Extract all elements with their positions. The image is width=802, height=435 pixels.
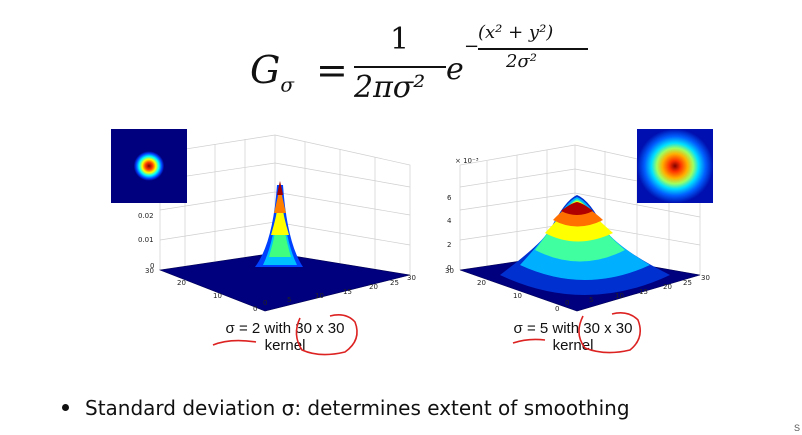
surface-floor-left (158, 252, 411, 312)
svg-text:30: 30 (701, 274, 710, 282)
svg-text:4: 4 (447, 217, 452, 225)
caption-left-line1: σ = 2 with 30 x 30 (225, 320, 345, 337)
formula-numerator: 1 (390, 22, 410, 57)
formula-exp-denominator: 2σ² (506, 51, 537, 72)
svg-text:10: 10 (615, 292, 624, 300)
svg-text:6: 6 (447, 194, 452, 202)
svg-text:30: 30 (145, 267, 154, 275)
svg-text:0.01: 0.01 (138, 236, 154, 244)
bullet-dot (62, 404, 69, 411)
surface-peak-right (500, 195, 670, 295)
x-ticks-right: 0 5 10 15 20 25 30 (565, 274, 710, 307)
caption-sigma-2: σ = 2 with 30 x 30 kernel (190, 320, 380, 354)
svg-text:30: 30 (407, 274, 416, 282)
svg-text:25: 25 (683, 279, 692, 287)
svg-text:0: 0 (555, 305, 559, 313)
kernel-inset-right (637, 129, 713, 203)
gaussian-surface-plot-sigma-2: 0.02 0.01 0 30 20 10 0 0 5 10 15 20 25 3… (105, 125, 435, 350)
formula-exp-sign: − (464, 36, 480, 57)
surface-peak-left (255, 181, 303, 267)
svg-text:10: 10 (513, 292, 522, 300)
svg-text:5: 5 (589, 296, 593, 304)
svg-text:0: 0 (263, 299, 267, 307)
svg-text:20: 20 (177, 279, 186, 287)
svg-text:2: 2 (447, 241, 451, 249)
formula-equals: = (316, 48, 348, 92)
caption-right-line1: σ = 5 with 30 x 30 (513, 320, 633, 337)
caption-left-line2: kernel (264, 337, 306, 354)
x-ticks-left: 0 5 10 15 20 25 30 (263, 274, 416, 307)
formula-denominator: 2πσ² (354, 70, 426, 105)
svg-text:5: 5 (287, 296, 291, 304)
svg-text:0: 0 (565, 299, 569, 307)
corner-mark: S (793, 423, 800, 433)
formula-exp-bar (478, 48, 588, 50)
kernel-inset-left (111, 129, 187, 203)
svg-text:15: 15 (639, 288, 648, 296)
svg-text:10: 10 (213, 292, 222, 300)
z-ticks-right: 6 4 2 0 (447, 194, 452, 272)
bullet-point: Standard deviation σ: determines extent … (62, 396, 630, 420)
formula-base: e (446, 52, 464, 87)
svg-text:30: 30 (445, 267, 454, 275)
gaussian-surface-plot-sigma-5: × 10⁻³ 6 4 2 0 30 20 10 0 0 5 10 15 20 2… (425, 125, 755, 350)
z-ticks-left: 0.02 0.01 0 (138, 212, 154, 270)
caption-sigma-5: σ = 5 with 30 x 30 kernel (478, 320, 668, 354)
svg-text:0: 0 (253, 305, 257, 313)
svg-text:25: 25 (390, 279, 399, 287)
svg-text:0.02: 0.02 (138, 212, 154, 220)
svg-text:20: 20 (477, 279, 486, 287)
gaussian-formula: Gσ = 1 2πσ² e − (x² + y²) 2σ² (250, 18, 610, 110)
svg-text:10: 10 (315, 292, 324, 300)
formula-fraction-bar (354, 66, 446, 68)
svg-text:0: 0 (150, 262, 154, 270)
bullet-text: Standard deviation σ: determines extent … (85, 396, 630, 420)
z-scale-right: × 10⁻³ (455, 157, 479, 165)
svg-text:0: 0 (447, 264, 451, 272)
plot-svg-left: 0.02 0.01 0 30 20 10 0 0 5 10 15 20 25 3… (138, 134, 416, 313)
svg-text:15: 15 (343, 288, 352, 296)
formula-exp-numerator: (x² + y²) (478, 22, 554, 43)
svg-text:20: 20 (369, 283, 378, 291)
svg-text:20: 20 (663, 283, 672, 291)
formula-lhs: Gσ (250, 48, 295, 97)
y-ticks-left: 30 20 10 0 (145, 267, 257, 313)
plot-svg-right: × 10⁻³ 6 4 2 0 30 20 10 0 0 5 10 15 20 2… (445, 144, 710, 313)
caption-right-line2: kernel (552, 337, 594, 354)
y-ticks-right: 30 20 10 0 (445, 267, 559, 313)
